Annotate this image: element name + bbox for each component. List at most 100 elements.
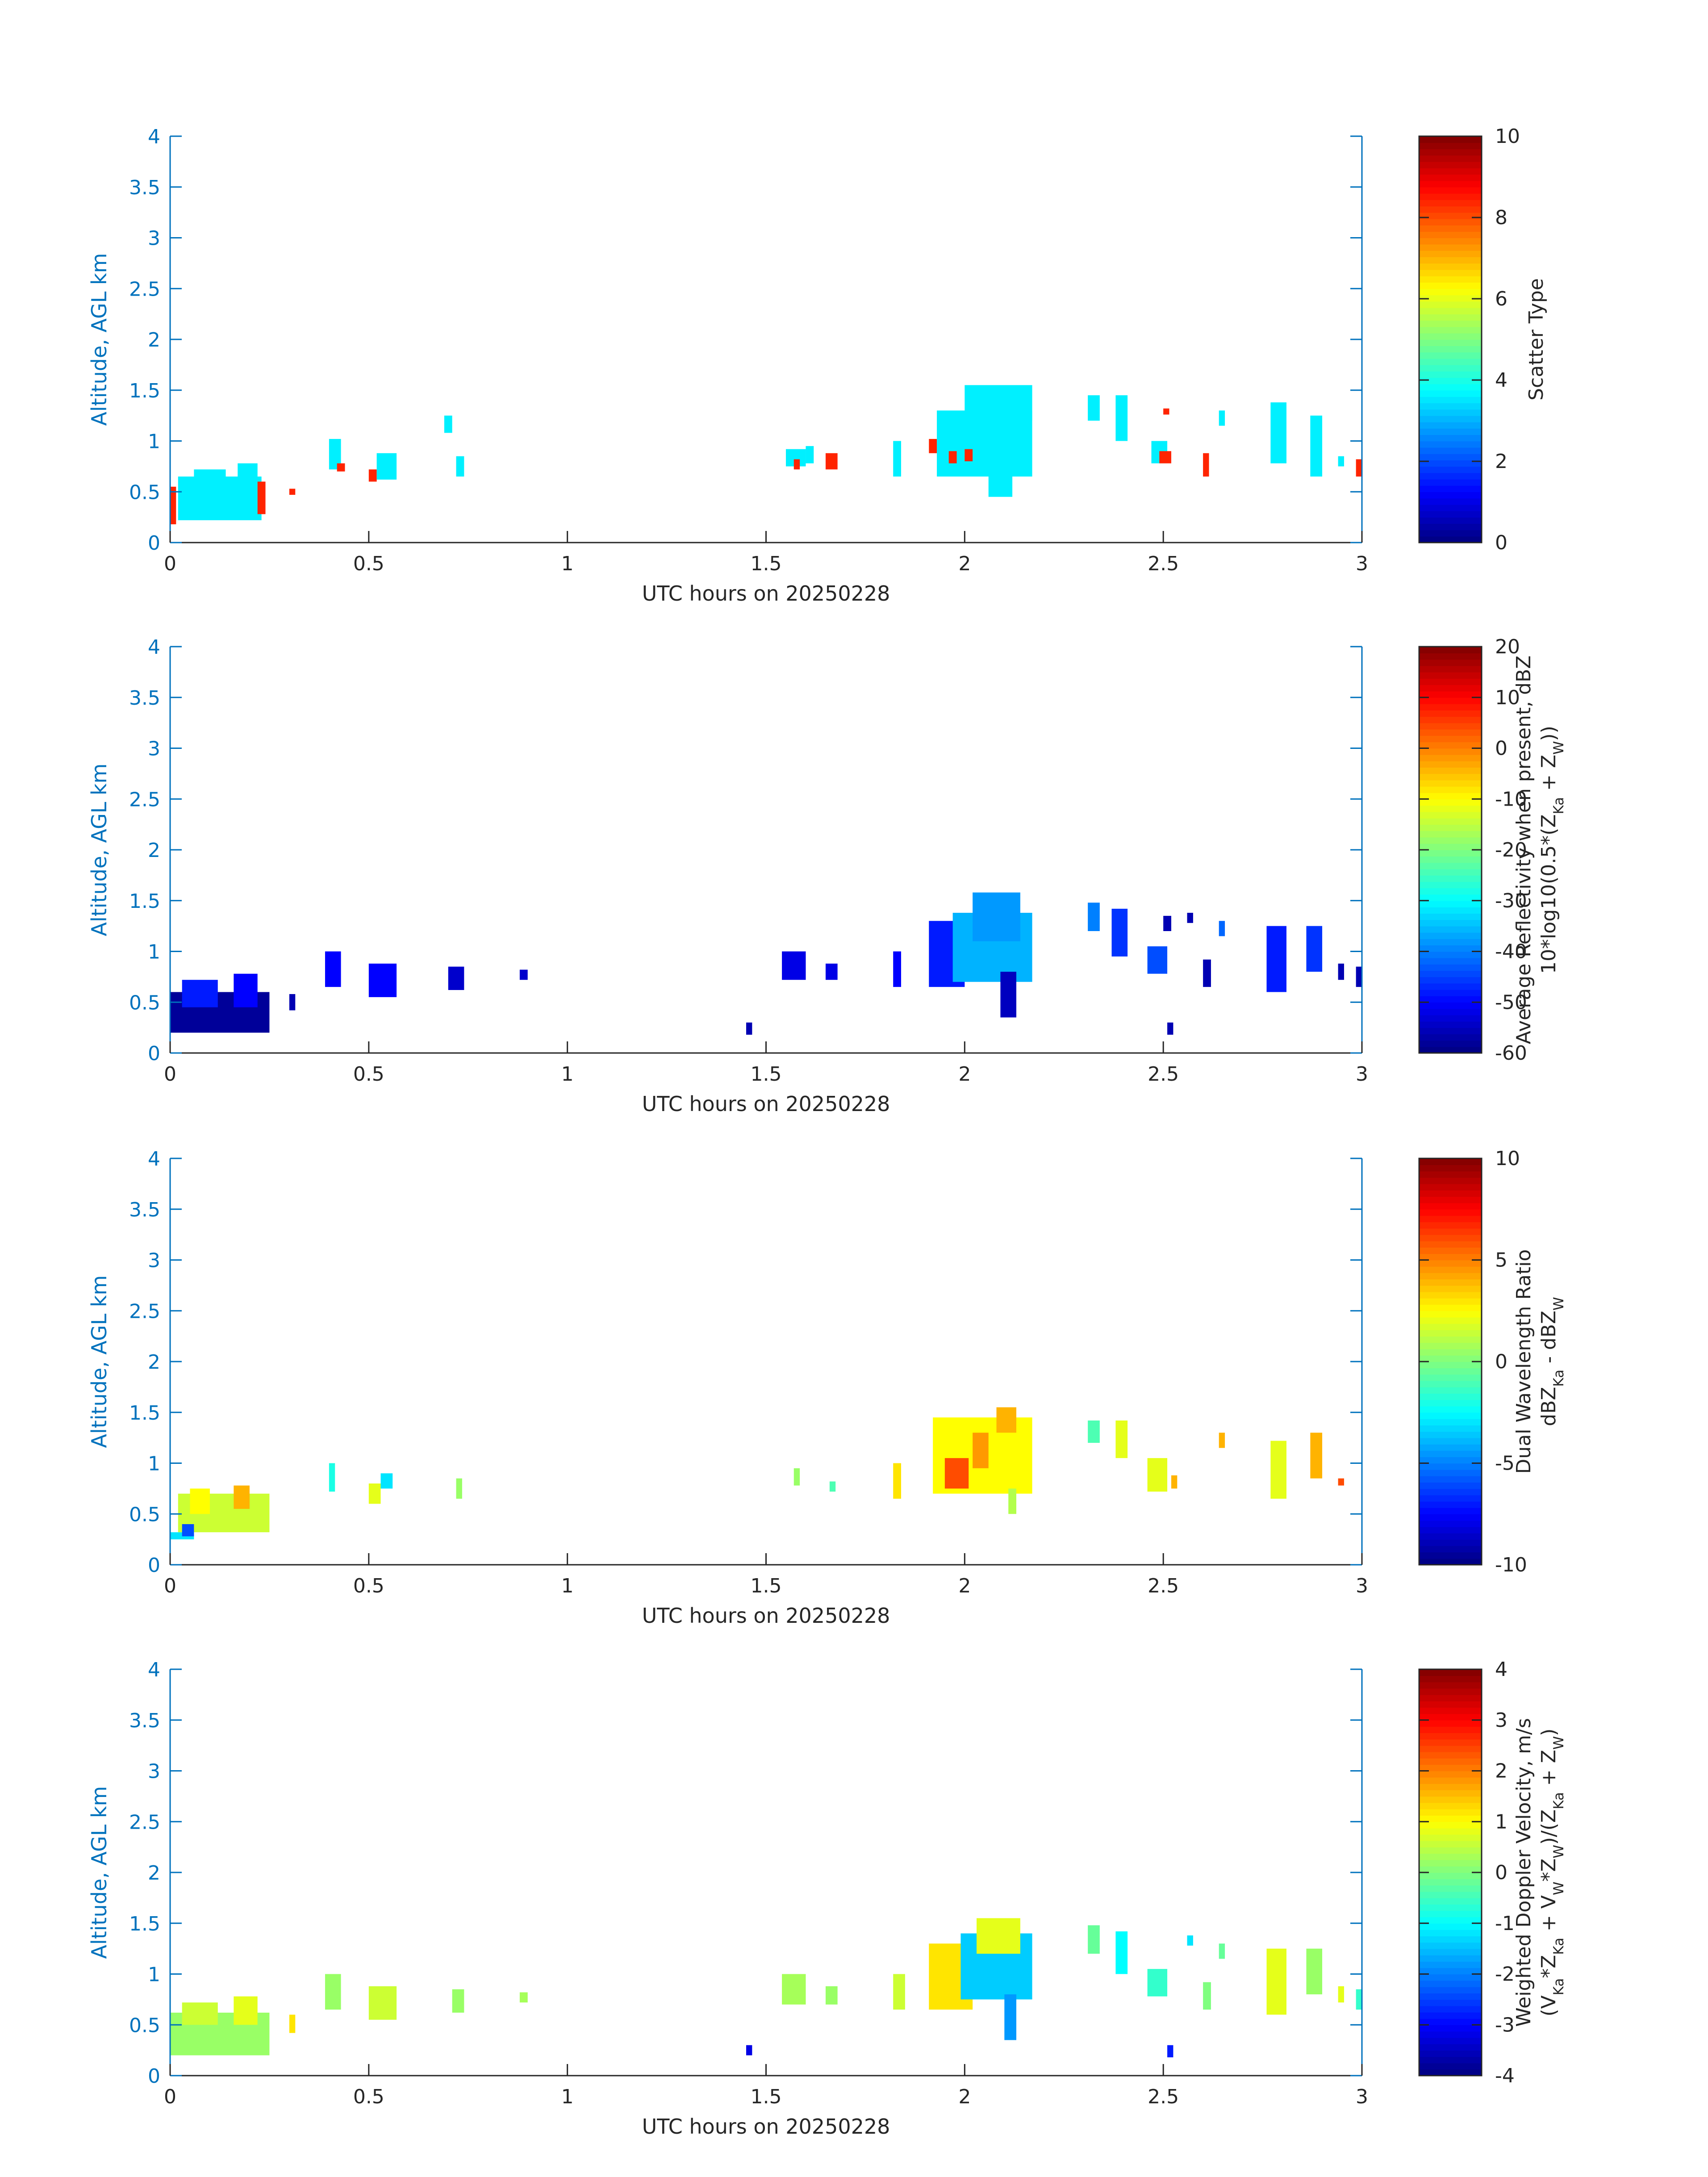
heatmap-cell <box>368 1986 397 2020</box>
colorbar-swatch <box>1419 155 1482 162</box>
colorbar-swatch <box>1419 1508 1482 1515</box>
colorbar-swatch <box>1419 307 1482 314</box>
heatmap-cell <box>1338 1478 1344 1486</box>
colorbar-swatch <box>1419 1853 1482 1860</box>
colorbar-swatch <box>1419 1431 1482 1438</box>
heatmap-cell <box>1270 1441 1286 1499</box>
colorbar-swatch <box>1419 1955 1482 1962</box>
colorbar-swatch <box>1419 1279 1482 1286</box>
heatmap-cell <box>1008 1488 1016 1514</box>
colorbar-swatch <box>1419 1796 1482 1803</box>
heatmap-cell <box>893 441 901 477</box>
colorbar-label: Weighted Doppler Velocity, m/s <box>1512 1718 1535 2027</box>
colorbar-swatch <box>1419 685 1482 692</box>
heatmap-cell <box>1147 1969 1168 1997</box>
heatmap-cell <box>793 459 800 470</box>
y-tick-label: 2 <box>148 1351 160 1374</box>
colorbar-swatch <box>1419 1469 1482 1476</box>
heatmap-cell <box>238 463 258 492</box>
heatmap-cell <box>380 1473 393 1489</box>
colorbar-swatch <box>1419 1961 1482 1968</box>
colorbar-swatch <box>1419 1040 1482 1047</box>
y-tick-label: 1.5 <box>129 380 160 402</box>
heatmap-cell <box>1004 1994 1016 2040</box>
colorbar-swatch <box>1419 384 1482 391</box>
colorbar-swatch <box>1419 295 1482 302</box>
colorbar-swatch <box>1419 799 1482 806</box>
colorbar-swatch <box>1419 843 1482 850</box>
x-tick-label: 1.5 <box>751 552 782 575</box>
colorbar-swatch <box>1419 193 1482 200</box>
heatmap-cell <box>1111 908 1128 957</box>
colorbar-swatch <box>1419 1362 1482 1369</box>
y-tick-label: 3 <box>148 227 160 250</box>
heatmap-cell <box>1163 915 1171 931</box>
y-tick-label: 4 <box>148 1148 160 1170</box>
colorbar-swatch <box>1419 1028 1482 1035</box>
colorbar-swatch <box>1419 805 1482 812</box>
colorbar-swatch <box>1419 1342 1482 1350</box>
colorbar-swatch <box>1419 1400 1482 1407</box>
colorbar-swatch <box>1419 1215 1482 1222</box>
y-axis-label: Altitude, AGL km <box>87 1786 111 1959</box>
colorbar-swatch <box>1419 1272 1482 1279</box>
x-tick-label: 2.5 <box>1148 552 1179 575</box>
x-axis-label: UTC hours on 20250228 <box>642 2114 890 2139</box>
y-tick-label: 3 <box>148 1760 160 1783</box>
colorbar-swatch <box>1419 1897 1482 1905</box>
colorbar-tick-label: 10 <box>1495 686 1520 709</box>
colorbar-swatch <box>1419 1539 1482 1546</box>
colorbar-swatch <box>1419 837 1482 844</box>
colorbar-swatch <box>1419 2006 1482 2013</box>
heatmap-cell <box>1266 1948 1286 2015</box>
heatmap-cell <box>182 980 218 1007</box>
colorbar-swatch <box>1419 1936 1482 1943</box>
x-tick-label: 0 <box>164 1063 176 1086</box>
colorbar-swatch <box>1419 320 1482 327</box>
colorbar-swatch <box>1419 1917 1482 1924</box>
y-tick-label: 4 <box>148 125 160 148</box>
colorbar-swatch <box>1419 888 1482 895</box>
colorbar-swatch <box>1419 206 1482 213</box>
colorbar-swatch <box>1419 1526 1482 1534</box>
heatmap-cell <box>1306 926 1323 972</box>
colorbar-label: Scatter Type <box>1525 278 1548 401</box>
colorbar-swatch <box>1419 498 1482 505</box>
colorbar-swatch <box>1419 659 1482 666</box>
colorbar-tick-label: 10 <box>1495 125 1520 148</box>
heatmap-cell <box>1088 903 1100 931</box>
x-tick-label: 0.5 <box>353 1575 384 1597</box>
colorbar-swatch <box>1419 780 1482 787</box>
colorbar-swatch <box>1419 1688 1482 1695</box>
colorbar-swatch <box>1419 530 1482 537</box>
y-tick-label: 3.5 <box>129 687 160 710</box>
y-tick-label: 4 <box>148 636 160 659</box>
y-tick-label: 3 <box>148 738 160 760</box>
x-tick-label: 0 <box>164 552 176 575</box>
heatmap-cell <box>456 1478 462 1499</box>
heatmap-cell <box>965 449 973 461</box>
y-axis-label: Altitude, AGL km <box>87 253 111 426</box>
y-tick-label: 3 <box>148 1249 160 1272</box>
colorbar-swatch <box>1419 314 1482 321</box>
heatmap-cell <box>1219 1433 1225 1448</box>
colorbar-swatch <box>1419 773 1482 781</box>
colorbar-swatch <box>1419 742 1482 749</box>
heatmap-cell <box>944 1458 969 1489</box>
colorbar-swatch <box>1419 1463 1482 1470</box>
heatmap-cell <box>289 489 296 495</box>
colorbar-tick-label: 10 <box>1495 1147 1520 1170</box>
colorbar-swatch <box>1419 1676 1482 1683</box>
heatmap-cell <box>746 2045 752 2056</box>
heatmap-cell <box>1203 1982 1211 2010</box>
colorbar-swatch <box>1419 1171 1482 1178</box>
heatmap-cell <box>234 974 258 1007</box>
colorbar-swatch <box>1419 1758 1482 1765</box>
heatmap-cell <box>988 461 1013 497</box>
colorbar-swatch <box>1419 754 1482 761</box>
colorbar-swatch <box>1419 485 1482 493</box>
colorbar-swatch <box>1419 352 1482 359</box>
colorbar-swatch <box>1419 377 1482 384</box>
colorbar-swatch <box>1419 678 1482 685</box>
heatmap-cell <box>1187 913 1193 923</box>
